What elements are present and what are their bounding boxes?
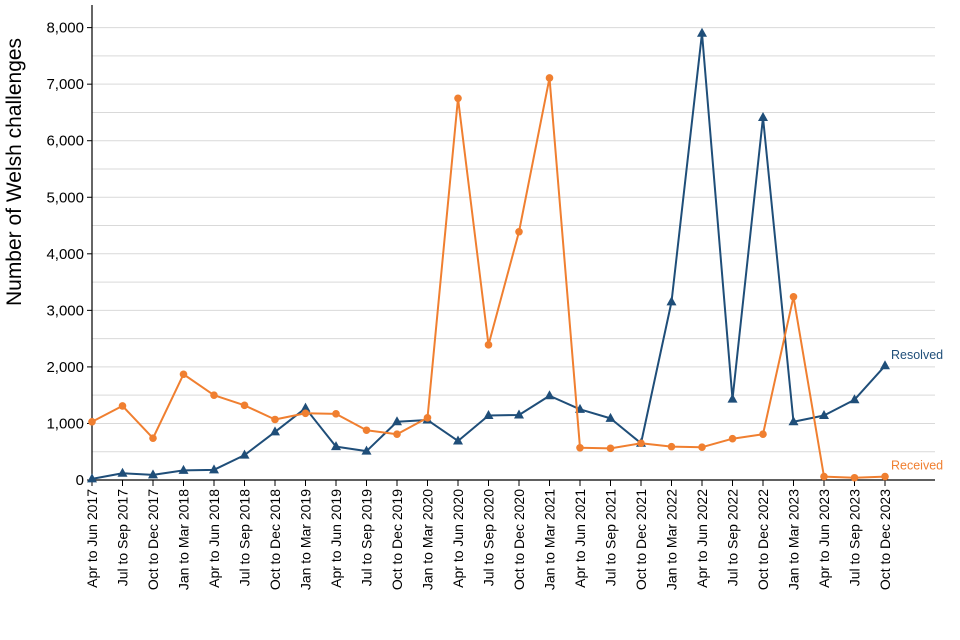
series-lines	[87, 27, 890, 483]
x-tick-label: Jan to Mar 2019	[298, 489, 314, 590]
y-tick-label: 5,000	[46, 189, 84, 206]
received-point	[545, 74, 554, 82]
resolved-point	[849, 394, 860, 404]
received-point	[240, 401, 249, 410]
resolved-point	[239, 449, 250, 459]
resolved-point	[209, 464, 219, 474]
x-tick-label: Apr to Jun 2022	[694, 489, 710, 588]
x-tick-label: Oct to Dec 2021	[633, 489, 649, 590]
x-tick-label: Oct to Dec 2019	[389, 489, 405, 590]
received-point	[179, 370, 188, 379]
x-tick-label: Apr to Jun 2018	[206, 489, 222, 588]
y-tick-label: 4,000	[46, 246, 84, 263]
received-point	[667, 442, 676, 451]
axes	[91, 5, 935, 481]
resolved-point	[697, 27, 707, 37]
resolved-point	[483, 410, 494, 420]
resolved-point	[727, 393, 738, 403]
gridlines	[92, 27, 935, 453]
x-tick-label: Oct to Dec 2020	[511, 489, 527, 590]
resolved-point	[300, 402, 311, 412]
resolved-point	[788, 416, 799, 426]
series-labels: Resolved Received	[891, 348, 943, 473]
received-point	[271, 415, 279, 424]
x-tick-label: Jul to Sep 2021	[603, 489, 619, 587]
x-tick-label: Oct to Dec 2017	[145, 489, 161, 590]
received-point	[850, 473, 859, 482]
received-point	[576, 443, 584, 452]
resolved-point	[361, 445, 372, 455]
y-tick-label: 6,000	[46, 133, 84, 150]
received-point	[423, 413, 432, 422]
y-tick-label: 7,000	[46, 76, 84, 93]
resolved-point	[270, 426, 280, 436]
x-tick-label: Oct to Dec 2018	[267, 489, 283, 590]
resolved-point	[331, 441, 341, 451]
received-point	[149, 434, 157, 442]
y-tick-label: 2,000	[46, 359, 84, 376]
resolved-point	[148, 469, 158, 479]
x-tick-label: Apr to Jun 2017	[84, 489, 100, 588]
x-tick-label: Jan to Mar 2023	[786, 489, 802, 590]
resolved-point	[605, 412, 616, 422]
x-tick-label: Jan to Mar 2022	[664, 489, 680, 590]
received-point	[637, 439, 645, 448]
received-point	[393, 430, 401, 438]
received-point	[606, 444, 615, 453]
received-point	[728, 434, 737, 443]
y-tick-label: 0	[76, 472, 84, 489]
resolved-point	[758, 112, 768, 122]
received-point	[118, 402, 127, 410]
x-tick-label: Jan to Mar 2021	[542, 489, 558, 590]
received-point	[881, 472, 889, 481]
x-tick-label: Jul to Sep 2019	[359, 489, 375, 587]
received-point	[332, 410, 340, 418]
received-point	[454, 94, 462, 103]
resolved-point	[453, 435, 463, 445]
resolved-point	[544, 390, 555, 400]
x-tick-label: Jul to Sep 2023	[847, 489, 863, 587]
resolved-point	[514, 409, 524, 419]
x-tick-label: Apr to Jun 2020	[450, 489, 466, 588]
received-point	[362, 426, 371, 435]
y-axis-label: Number of Welsh challenges	[3, 38, 26, 306]
x-tick-label: Jul to Sep 2017	[115, 489, 131, 587]
received-point	[301, 409, 310, 418]
x-tick-label: Oct to Dec 2022	[755, 489, 771, 590]
x-tick-label: Jul to Sep 2022	[725, 489, 741, 587]
resolved-point	[880, 360, 890, 370]
x-tick-label: Apr to Jun 2019	[328, 489, 344, 588]
received-point	[210, 391, 218, 399]
resolved-point	[666, 296, 677, 306]
x-tick-label: Oct to Dec 2023	[877, 489, 893, 590]
x-tick-label: Jul to Sep 2020	[481, 489, 497, 587]
x-tick-label: Apr to Jun 2023	[816, 489, 832, 588]
resolved-point	[117, 467, 128, 477]
received-point	[820, 472, 828, 481]
resolved-point	[178, 464, 189, 474]
x-tick-label: Jan to Mar 2018	[176, 489, 192, 590]
y-tick-label: 1,000	[46, 415, 84, 432]
resolved-point	[819, 410, 829, 420]
received-point	[759, 430, 767, 438]
received-series-label: Received	[891, 459, 943, 473]
received-point	[698, 443, 706, 452]
x-tick-label: Jul to Sep 2018	[237, 489, 253, 587]
received-point	[515, 227, 523, 236]
y-tick-label: 8,000	[46, 20, 84, 37]
received-point	[789, 292, 798, 301]
received-point	[88, 417, 96, 426]
x-tick-label: Apr to Jun 2021	[572, 489, 588, 588]
y-axis-ticks: 0 1,000 2,000 3,000 4,000 5,000 6,000 7,000 8,00…	[46, 20, 92, 489]
resolved-point	[392, 416, 402, 426]
resolved-series-label: Resolved	[891, 348, 943, 362]
x-axis-ticks: Apr to Jun 2017 Jul to Sep 2017 Oct to Dec…	[84, 480, 893, 590]
y-tick-label: 3,000	[46, 302, 84, 319]
received-point	[484, 341, 493, 349]
resolved-point	[87, 473, 97, 483]
x-tick-label: Jan to Mar 2020	[420, 489, 436, 590]
